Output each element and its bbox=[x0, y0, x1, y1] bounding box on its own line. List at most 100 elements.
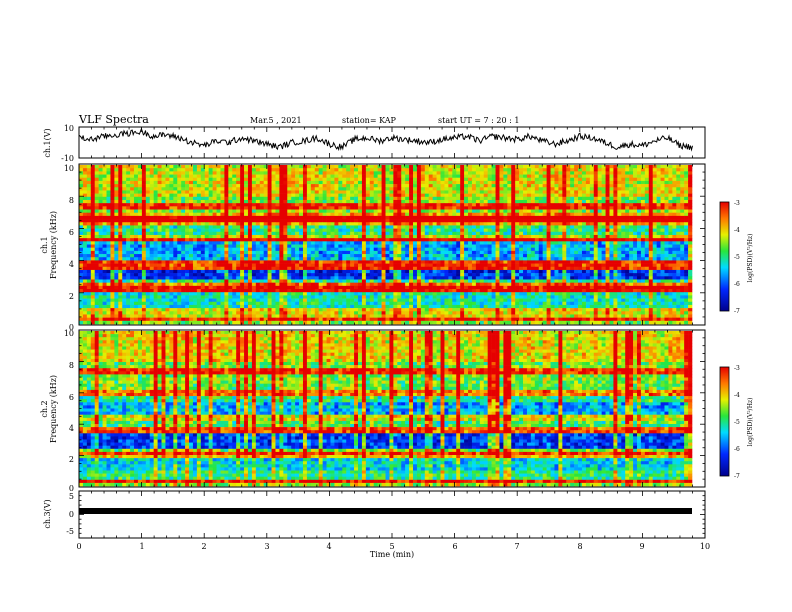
spectrogram-cell bbox=[519, 250, 524, 255]
spectrogram-cell bbox=[644, 215, 650, 220]
spectrogram-cell bbox=[377, 254, 382, 258]
spectrogram-cell bbox=[530, 260, 536, 264]
spectrogram-cell bbox=[232, 193, 237, 198]
spectrogram-cell bbox=[550, 196, 555, 201]
spectrogram-cell bbox=[82, 254, 88, 258]
spectrogram-cell bbox=[499, 177, 504, 182]
spectrogram-cell bbox=[122, 193, 127, 198]
spectrogram-cell bbox=[688, 247, 693, 252]
spectrogram-cell bbox=[338, 263, 343, 268]
spectrogram-cell bbox=[526, 165, 532, 169]
spectrogram-cell bbox=[271, 165, 276, 169]
spectrogram-cell bbox=[157, 196, 162, 201]
spectrogram-cell bbox=[464, 254, 469, 258]
spectrogram-cell bbox=[200, 260, 206, 264]
spectrogram-cell bbox=[299, 225, 304, 229]
spectrogram-cell bbox=[464, 193, 469, 198]
spectrogram-cell bbox=[420, 199, 426, 204]
spectrogram-cell bbox=[212, 193, 217, 198]
spectrogram-cell bbox=[676, 247, 681, 252]
spectrogram-cell bbox=[511, 174, 516, 179]
spectrogram-cell bbox=[409, 244, 414, 248]
spectrogram-cell bbox=[102, 228, 107, 233]
spectrogram-cell bbox=[350, 206, 355, 210]
spectrogram-cell bbox=[149, 184, 154, 188]
spectrogram-cell bbox=[169, 168, 174, 172]
spectrogram-cell bbox=[82, 247, 88, 252]
spectrogram-cell bbox=[310, 254, 316, 258]
spectrogram-cell bbox=[102, 231, 107, 236]
spectrogram-cell bbox=[185, 165, 190, 169]
spectrogram-cell bbox=[507, 222, 512, 226]
spectrogram-cell bbox=[680, 184, 685, 188]
spectrogram-cell bbox=[122, 196, 127, 201]
spectrogram-cell bbox=[216, 247, 221, 252]
spectrogram-cell bbox=[377, 193, 382, 198]
spectrogram-cell bbox=[232, 250, 237, 255]
spectrogram-cell bbox=[456, 215, 461, 220]
spectrogram-cell bbox=[287, 168, 292, 172]
spectrogram-cell bbox=[189, 231, 194, 236]
spectrogram-cell bbox=[377, 174, 382, 179]
spectrogram-cell bbox=[110, 215, 115, 220]
spectrogram-cell bbox=[302, 168, 308, 172]
spectrogram-cell bbox=[401, 247, 406, 252]
spectrogram-cell bbox=[413, 177, 418, 182]
spectrogram-cell bbox=[515, 238, 520, 242]
spectrogram-cell bbox=[660, 263, 665, 268]
spectrogram-cell bbox=[432, 165, 437, 169]
spectrogram-cell bbox=[507, 212, 512, 217]
spectrogram-cell bbox=[102, 196, 107, 201]
spectrogram-cell bbox=[342, 193, 347, 198]
spectrogram-cell bbox=[660, 222, 665, 226]
spectrogram-cell bbox=[145, 238, 151, 242]
spectrogram-cell bbox=[648, 228, 654, 233]
spectrogram-cell bbox=[424, 206, 430, 210]
spectrogram-cell bbox=[420, 212, 426, 217]
spectrogram-cell bbox=[263, 247, 268, 252]
spectrogram-cell bbox=[589, 196, 595, 201]
spectrogram-cell bbox=[145, 187, 151, 191]
spectrogram-cell bbox=[570, 174, 575, 179]
spectrogram-cell bbox=[456, 234, 461, 239]
spectrogram-cell bbox=[216, 222, 221, 226]
spectrogram-cell bbox=[444, 234, 449, 239]
spectrogram-cell bbox=[530, 187, 536, 191]
spectrogram-cell bbox=[330, 234, 335, 239]
spectrogram-cell bbox=[263, 225, 268, 229]
spectrogram-cell bbox=[554, 215, 559, 220]
spectrogram-cell bbox=[271, 231, 276, 236]
spectrogram-cell bbox=[244, 199, 249, 204]
spectrogram-cell bbox=[593, 206, 598, 210]
spectrogram-cell bbox=[440, 209, 445, 213]
spectrogram-cell bbox=[134, 199, 139, 204]
spectrogram-cell bbox=[240, 257, 245, 261]
spectrogram-cell bbox=[519, 180, 524, 185]
spectrogram-cell bbox=[460, 209, 465, 213]
spectrogram-cell bbox=[499, 199, 504, 204]
spectrogram-cell bbox=[385, 219, 390, 223]
spectrogram-cell bbox=[507, 247, 512, 252]
spectrogram-cell bbox=[401, 165, 406, 169]
spectrogram-cell bbox=[550, 184, 555, 188]
spectrogram-cell bbox=[688, 199, 693, 204]
spectrogram-cell bbox=[483, 180, 488, 185]
spectrogram-cell bbox=[338, 190, 343, 194]
spectrogram-cell bbox=[244, 190, 249, 194]
spectrogram-cell bbox=[134, 225, 139, 229]
spectrogram-cell bbox=[310, 165, 316, 169]
spectrogram-cell bbox=[173, 247, 178, 252]
spectrogram-cell bbox=[416, 168, 422, 172]
spectrogram-cell bbox=[625, 174, 630, 179]
spectrogram-cell bbox=[633, 209, 638, 213]
spectrogram-cell bbox=[416, 234, 422, 239]
spectrogram-cell bbox=[177, 177, 182, 182]
spectrogram-cell bbox=[196, 199, 202, 204]
spectrogram-cell bbox=[625, 260, 630, 264]
spectrogram-cell bbox=[530, 254, 536, 258]
spectrogram-cell bbox=[633, 168, 638, 172]
spectrogram-cell bbox=[664, 247, 669, 252]
spectrogram-cell bbox=[554, 244, 559, 248]
spectrogram-cell bbox=[212, 244, 217, 248]
spectrogram-cell bbox=[255, 231, 261, 236]
